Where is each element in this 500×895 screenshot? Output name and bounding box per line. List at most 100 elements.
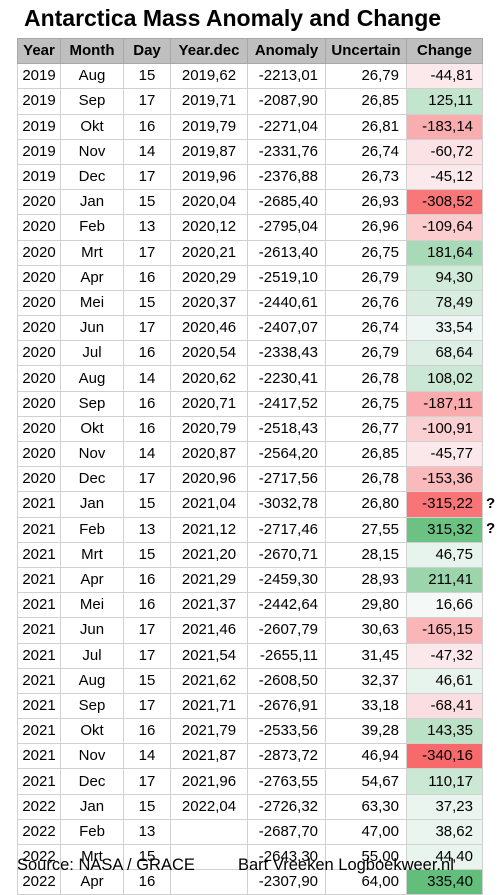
cell-day: 15 <box>123 667 171 694</box>
cell-day: 16 <box>123 340 171 367</box>
column-header-anomaly[interactable]: Anomaly <box>247 37 326 65</box>
cell-change: 46,61 <box>406 667 483 694</box>
cell-year: 2020 <box>17 440 61 468</box>
cell-day: 13 <box>123 214 171 241</box>
cell-anomaly: -2726,32 <box>247 793 326 820</box>
cell-year: 2022 <box>17 818 61 846</box>
cell-day: 16 <box>123 264 171 291</box>
cell-yeardec: 2020,96 <box>170 466 248 493</box>
cell-change: 46,75 <box>406 541 483 568</box>
cell-yeardec: 2020,37 <box>170 289 248 317</box>
cell-yeardec: 2019,79 <box>170 113 248 140</box>
cell-month: Okt <box>60 415 124 443</box>
cell-yeardec: 2021,46 <box>170 617 248 644</box>
cell-change: -68,41 <box>406 692 483 720</box>
cell-month: Nov <box>60 440 124 468</box>
cell-uncertain: 46,94 <box>325 743 407 770</box>
cell-year: 2020 <box>17 289 61 317</box>
column-header-year[interactable]: Year <box>17 37 61 65</box>
cell-year: 2021 <box>17 592 61 619</box>
cell-uncertain: 32,37 <box>325 667 407 694</box>
cell-anomaly: -3032,78 <box>247 491 326 518</box>
cell-uncertain: 26,79 <box>325 340 407 367</box>
cell-yeardec: 2021,96 <box>170 768 248 795</box>
cell-anomaly: -2613,40 <box>247 239 326 266</box>
cell-anomaly: -2533,56 <box>247 718 326 745</box>
cell-yeardec: 2020,12 <box>170 214 248 241</box>
cell-month: Dec <box>60 768 124 795</box>
cell-uncertain: 28,15 <box>325 541 407 568</box>
column-header-uncertain[interactable]: Uncertain <box>325 37 407 65</box>
cell-day: 17 <box>123 239 171 266</box>
table-row: 2021 Okt 16 2021,79 -2533,56 39,28 143,35 <box>17 718 483 745</box>
cell-month: Sep <box>60 88 124 115</box>
cell-change: 94,30 <box>406 264 483 291</box>
column-header-month[interactable]: Month <box>60 37 124 65</box>
cell-year: 2021 <box>17 541 61 568</box>
table-row: 2021 Dec 17 2021,96 -2763,55 54,67 110,17 <box>17 768 483 795</box>
cell-yeardec: 2022,04 <box>170 793 248 820</box>
cell-uncertain: 26,81 <box>325 113 407 140</box>
cell-year: 2020 <box>17 315 61 342</box>
cell-anomaly: -2607,79 <box>247 617 326 644</box>
cell-change: 16,66 <box>406 592 483 619</box>
cell-day: 16 <box>123 390 171 417</box>
cell-yeardec: 2021,37 <box>170 592 248 619</box>
cell-anomaly: -2717,56 <box>247 466 326 493</box>
table-row: 2021 Mrt 15 2021,20 -2670,71 28,15 46,75 <box>17 541 483 568</box>
cell-year: 2020 <box>17 264 61 291</box>
cell-change: -183,14 <box>406 113 483 140</box>
cell-day: 17 <box>123 466 171 493</box>
table-row: 2020 Feb 13 2020,12 -2795,04 26,96 -109,64 <box>17 214 483 241</box>
cell-year: 2021 <box>17 491 61 518</box>
cell-anomaly: -2763,55 <box>247 768 326 795</box>
cell-change: 143,35 <box>406 718 483 745</box>
cell-uncertain: 28,93 <box>325 566 407 594</box>
cell-year: 2021 <box>17 718 61 745</box>
cell-anomaly: -2087,90 <box>247 88 326 115</box>
cell-month: Aug <box>60 667 124 694</box>
cell-year: 2019 <box>17 138 61 165</box>
cell-anomaly: -2417,52 <box>247 390 326 417</box>
cell-yeardec: 2021,79 <box>170 718 248 745</box>
cell-month: Jan <box>60 793 124 820</box>
table-row: 2021 Jun 17 2021,46 -2607,79 30,63 -165,15 <box>17 617 483 644</box>
cell-year: 2020 <box>17 214 61 241</box>
cell-anomaly: -2685,40 <box>247 189 326 216</box>
table-row: 2020 Dec 17 2020,96 -2717,56 26,78 -153,36 <box>17 466 483 493</box>
header-row: Year Month Day Year.dec Anomaly Uncertai… <box>17 37 483 65</box>
cell-anomaly: -2608,50 <box>247 667 326 694</box>
cell-month: Jul <box>60 642 124 669</box>
table-row: 2020 Nov 14 2020,87 -2564,20 26,85 -45,77 <box>17 440 483 468</box>
cell-yeardec: 2020,04 <box>170 189 248 216</box>
column-header-yeardec[interactable]: Year.dec <box>170 37 248 65</box>
cell-change: -44,81 <box>406 63 483 90</box>
cell-anomaly: -2331,76 <box>247 138 326 165</box>
column-header-change[interactable]: Change <box>406 37 483 65</box>
cell-uncertain: 63,30 <box>325 793 407 820</box>
cell-year: 2021 <box>17 768 61 795</box>
question-mark-note: ? <box>486 494 496 512</box>
cell-month: Jul <box>60 340 124 367</box>
cell-uncertain: 47,00 <box>325 818 407 846</box>
cell-uncertain: 27,55 <box>325 516 407 543</box>
table-row: 2020 Aug 14 2020,62 -2230,41 26,78 108,02 <box>17 365 483 392</box>
cell-anomaly: -2676,91 <box>247 692 326 720</box>
cell-month: Aug <box>60 63 124 90</box>
cell-yeardec: 2021,29 <box>170 566 248 594</box>
cell-anomaly: -2442,64 <box>247 592 326 619</box>
cell-anomaly: -2338,43 <box>247 340 326 367</box>
cell-year: 2021 <box>17 617 61 644</box>
cell-change: -45,77 <box>406 440 483 468</box>
table-row: 2021 Jul 17 2021,54 -2655,11 31,45 -47,32 <box>17 642 483 669</box>
cell-anomaly: -2670,71 <box>247 541 326 568</box>
cell-anomaly: -2376,88 <box>247 163 326 191</box>
column-header-day[interactable]: Day <box>123 37 171 65</box>
cell-change: -45,12 <box>406 163 483 191</box>
cell-change: 315,32 <box>406 516 483 543</box>
cell-day: 13 <box>123 516 171 543</box>
page-title: Antarctica Mass Anomaly and Change <box>23 5 442 31</box>
cell-month: Aug <box>60 365 124 392</box>
cell-month: Dec <box>60 466 124 493</box>
table-row: 2021 Nov 14 2021,87 -2873,72 46,94 -340,16 <box>17 743 483 770</box>
